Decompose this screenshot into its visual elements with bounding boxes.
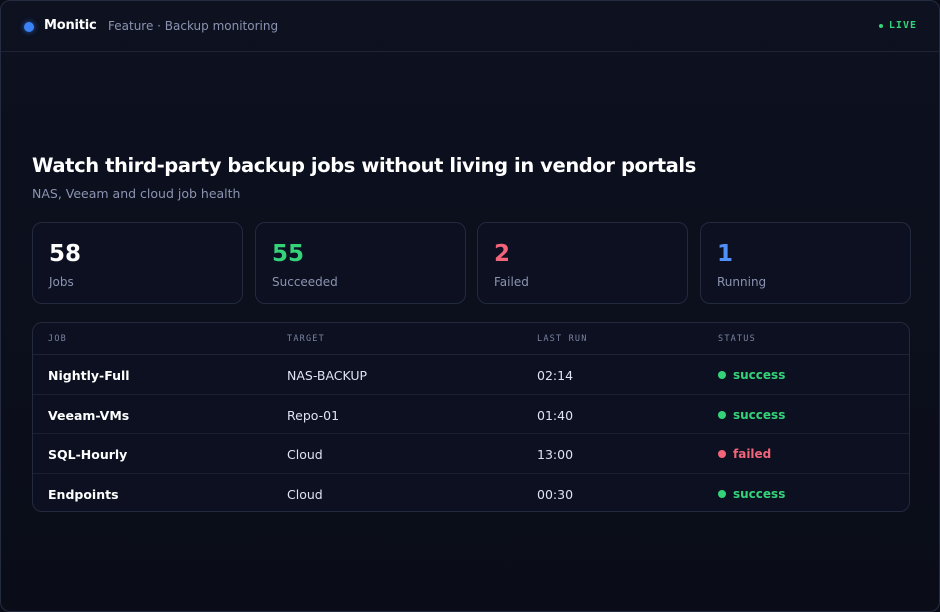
live-indicator: LIVE: [878, 20, 917, 31]
stat-value: 55: [272, 241, 305, 267]
page-breadcrumb: Feature · Backup monitoring: [108, 19, 279, 33]
job-target: Repo-01: [287, 407, 340, 423]
column-header-target[interactable]: TARGET: [287, 334, 325, 344]
page-subtitle: NAS, Veeam and cloud job health: [32, 186, 241, 201]
table-row[interactable]: Nightly-Full NAS-BACKUP 02:14 success: [33, 355, 909, 395]
status-dot-icon: [718, 410, 726, 419]
column-header-job[interactable]: JOB: [48, 334, 67, 344]
status-dot-icon: [718, 489, 726, 498]
job-name: Endpoints: [48, 486, 119, 502]
live-label: LIVE: [888, 20, 917, 31]
status-dot-icon: [718, 371, 726, 379]
status-badge: failed: [718, 447, 771, 461]
stat-label: Succeeded: [272, 275, 338, 289]
brand-name[interactable]: Monitic: [44, 18, 97, 33]
table-row[interactable]: SQL-Hourly Cloud 13:00 failed: [33, 434, 909, 474]
jobs-table: JOB TARGET LAST RUN STATUS Nightly-Full …: [32, 322, 910, 512]
stat-card-jobs: 58 Jobs: [32, 222, 243, 304]
stat-label: Jobs: [49, 275, 74, 289]
job-last-run: 01:40: [537, 407, 574, 423]
job-last-run: 02:14: [537, 368, 574, 383]
status-text: failed: [733, 447, 772, 461]
stats-row: 58 Jobs 55 Succeeded 2 Failed 1 Running: [32, 222, 911, 304]
status-badge: success: [718, 487, 785, 501]
job-target: Cloud: [287, 486, 323, 502]
status-dot-icon: [718, 450, 726, 458]
status-text: success: [733, 407, 786, 422]
stat-value: 58: [49, 241, 82, 267]
job-name: Nightly-Full: [48, 368, 130, 383]
job-target: NAS-BACKUP: [287, 368, 368, 383]
page-title: Watch third-party backup jobs without li…: [32, 154, 696, 177]
table-row[interactable]: Endpoints Cloud 00:30 success: [33, 474, 909, 512]
stat-card-running: 1 Running: [700, 222, 911, 304]
status-badge: success: [718, 408, 785, 422]
stat-label: Failed: [494, 275, 529, 289]
top-bar: Monitic Feature · Backup monitoring LIVE: [1, 1, 939, 52]
stat-card-succeeded: 55 Succeeded: [255, 222, 466, 304]
live-dot-icon: [878, 23, 883, 28]
table-row[interactable]: Veeam-VMs Repo-01 01:40 success: [33, 395, 909, 434]
job-name: Veeam-VMs: [48, 407, 130, 423]
stat-card-failed: 2 Failed: [477, 222, 688, 304]
stat-label: Running: [717, 275, 767, 289]
stat-value: 2: [494, 241, 511, 267]
column-header-status[interactable]: STATUS: [718, 334, 756, 344]
status-badge: success: [718, 368, 785, 382]
job-last-run: 13:00: [537, 447, 574, 462]
job-target: Cloud: [287, 447, 323, 462]
status-text: success: [733, 368, 786, 382]
status-text: success: [733, 486, 786, 501]
job-name: SQL-Hourly: [48, 447, 128, 462]
brand-logo-dot-icon: [24, 22, 34, 32]
column-header-last-run[interactable]: LAST RUN: [537, 334, 588, 344]
stat-value: 1: [717, 241, 734, 267]
table-header: JOB TARGET LAST RUN STATUS: [33, 323, 909, 355]
job-last-run: 00:30: [537, 486, 574, 502]
